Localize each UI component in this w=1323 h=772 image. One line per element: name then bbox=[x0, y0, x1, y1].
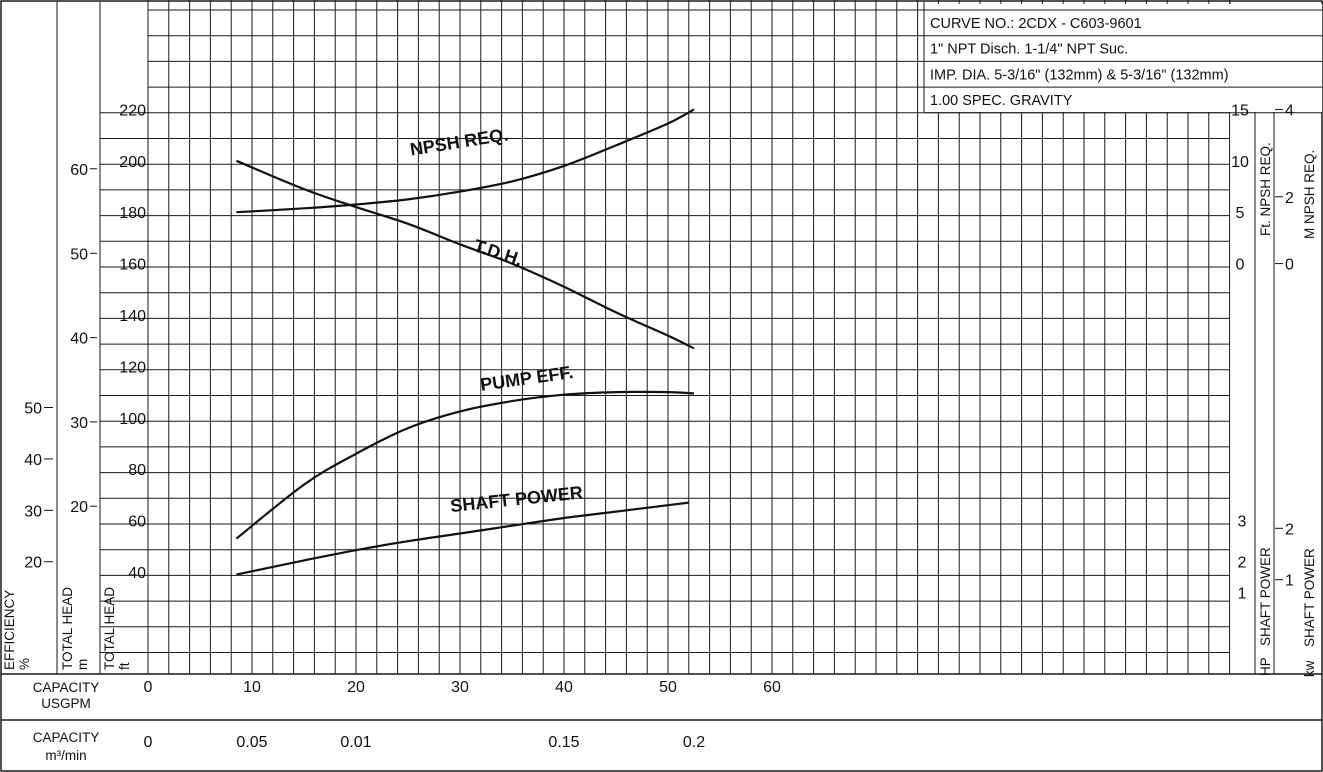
info-line: 1.00 SPEC. GRAVITY bbox=[930, 93, 1073, 109]
chart-grid bbox=[100, 0, 1231, 674]
usgpm-tick: 0 bbox=[144, 679, 153, 696]
head-ft-tick: 140 bbox=[119, 308, 146, 325]
head-m-tick: 60 bbox=[70, 162, 88, 179]
t-d-h-curve bbox=[235, 159, 695, 350]
power-kw-axis-title: SHAFT POWER bbox=[1302, 548, 1317, 647]
t-d-h-label: T.D.H. bbox=[471, 236, 525, 270]
power-kw-unit: kw bbox=[1302, 660, 1317, 677]
power-hp-axis-title: SHAFT POWER bbox=[1258, 547, 1273, 646]
info-line: 1" NPT Disch. 1-1/4" NPT Suc. bbox=[930, 42, 1128, 58]
efficiency-tick: 50 bbox=[24, 401, 42, 418]
head-ft-tick: 60 bbox=[128, 514, 146, 531]
pump-eff-label: PUMP EFF. bbox=[479, 362, 575, 395]
head-m-axis-title: TOTAL HEAD bbox=[60, 587, 75, 670]
m3min-tick: 0.01 bbox=[340, 734, 371, 751]
npsh-m-axis-title: M NPSH REQ. bbox=[1302, 150, 1317, 239]
head-ft-tick: 160 bbox=[119, 257, 146, 274]
head-m-axis-title: m bbox=[75, 659, 90, 670]
chart-axes: 4060801001201401601802002202030405060203… bbox=[2, 102, 1317, 763]
head-m-tick: 20 bbox=[70, 499, 88, 516]
power-kw-tick: 2 bbox=[1285, 521, 1294, 538]
m3min-tick: 0.05 bbox=[236, 734, 267, 751]
m3min-tick: 0.2 bbox=[683, 734, 705, 751]
npsh-ft-tick: 15 bbox=[1231, 102, 1249, 119]
info-box-background bbox=[924, 4, 1322, 112]
head-ft-axis-title: ft bbox=[117, 662, 132, 670]
info-line: IMP. DIA. 5-3/16" (132mm) & 5-3/16" (132… bbox=[930, 67, 1229, 83]
npsh-m-tick: 0 bbox=[1285, 257, 1294, 274]
npsh-m-tick: 2 bbox=[1285, 190, 1294, 207]
npsh-ft-axis-title: Ft. NPSH REQ. bbox=[1258, 142, 1273, 236]
pump-eff-curve bbox=[235, 390, 695, 540]
power-hp-tick: 2 bbox=[1238, 555, 1247, 572]
head-m-tick: 50 bbox=[70, 246, 88, 263]
head-ft-tick: 40 bbox=[128, 565, 146, 582]
npsh-req-curve bbox=[236, 108, 695, 214]
head-ft-tick: 80 bbox=[128, 462, 146, 479]
m3min-axis-title: CAPACITY bbox=[33, 730, 100, 745]
npsh-ft-tick: 5 bbox=[1236, 205, 1245, 222]
usgpm-tick: 10 bbox=[243, 679, 261, 696]
info-line: CURVE NO.: 2CDX - C603-9601 bbox=[930, 16, 1142, 32]
efficiency-axis-title: % bbox=[17, 658, 32, 670]
efficiency-tick: 40 bbox=[24, 452, 42, 469]
power-hp-tick: 1 bbox=[1238, 586, 1247, 603]
efficiency-tick: 20 bbox=[24, 555, 42, 572]
power-hp-tick: 3 bbox=[1238, 514, 1247, 531]
head-ft-tick: 100 bbox=[119, 411, 146, 428]
m3min-tick: 0.15 bbox=[548, 734, 579, 751]
chart-series: NPSH REQ.T.D.H.PUMP EFF.SHAFT POWER bbox=[235, 108, 695, 576]
head-ft-tick: 120 bbox=[119, 359, 146, 376]
shaft-power-curve bbox=[236, 501, 689, 576]
power-hp-unit: HP bbox=[1258, 657, 1273, 676]
usgpm-axis-title: CAPACITY bbox=[33, 680, 100, 695]
head-ft-tick: 200 bbox=[119, 154, 146, 171]
usgpm-axis-title: USGPM bbox=[41, 696, 91, 711]
usgpm-tick: 60 bbox=[763, 679, 781, 696]
efficiency-axis-title: EFFICIENCY bbox=[2, 590, 17, 670]
npsh-ft-tick: 10 bbox=[1231, 154, 1249, 171]
npsh-req-label: NPSH REQ. bbox=[409, 124, 510, 159]
usgpm-tick: 20 bbox=[347, 679, 365, 696]
efficiency-tick: 30 bbox=[24, 503, 42, 520]
npsh-ft-tick: 0 bbox=[1236, 257, 1245, 274]
m3min-tick: 0 bbox=[144, 734, 153, 751]
head-m-tick: 30 bbox=[70, 415, 88, 432]
usgpm-tick: 30 bbox=[451, 679, 469, 696]
m3min-axis-title: m³/min bbox=[45, 748, 86, 763]
curve-info-box: CURVE NO.: 2CDX - C603-9601 1" NPT Disch.… bbox=[923, 1, 1322, 114]
head-m-tick: 40 bbox=[70, 331, 88, 348]
head-ft-tick: 180 bbox=[119, 205, 146, 222]
power-kw-tick: 1 bbox=[1285, 573, 1294, 590]
head-ft-tick: 220 bbox=[119, 102, 146, 119]
head-ft-axis-title: TOTAL HEAD bbox=[102, 587, 117, 670]
usgpm-tick: 50 bbox=[659, 679, 677, 696]
npsh-m-tick: 4 bbox=[1285, 102, 1294, 119]
usgpm-tick: 40 bbox=[555, 679, 573, 696]
